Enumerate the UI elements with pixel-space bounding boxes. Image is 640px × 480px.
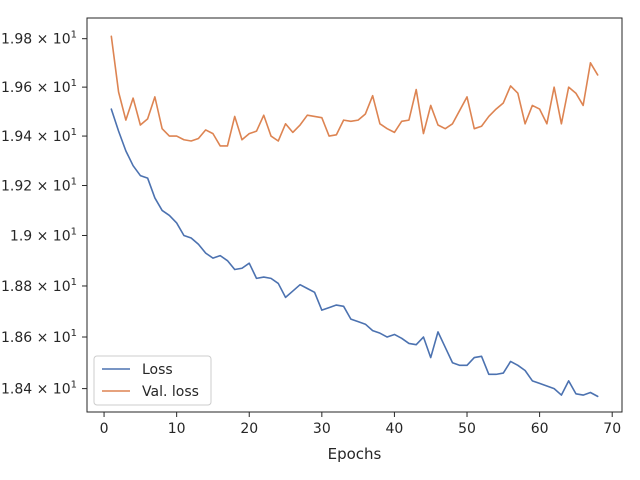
series-line-val-loss xyxy=(110,35,599,147)
y-tick-label: 1.84 × 101 xyxy=(1,380,77,398)
legend: Loss Val. loss xyxy=(93,355,212,406)
y-tick-label: 1.92 × 101 xyxy=(1,177,77,195)
x-tick-label: 30 xyxy=(313,421,331,437)
y-tick-label: 1.86 × 101 xyxy=(1,328,77,346)
y-tick-label: 1.88 × 101 xyxy=(1,277,77,295)
y-axis: 1.84 × 101 1.86 × 101 1.88 × 101 1.9 × 101 1… xyxy=(1,30,87,398)
x-tick-label: 0 xyxy=(100,421,109,437)
x-axis: 0 10 20 30 40 50 60 70 xyxy=(100,412,621,437)
x-axis-label: Epochs xyxy=(328,445,382,463)
x-tick-label: 50 xyxy=(458,421,476,437)
x-tick-label: 20 xyxy=(240,421,258,437)
y-tick-label: 1.98 × 101 xyxy=(1,30,77,48)
x-tick-label: 70 xyxy=(603,421,621,437)
plot-area xyxy=(86,17,623,413)
legend-entry-label: Val. loss xyxy=(142,384,199,400)
y-tick-label: 1.96 × 101 xyxy=(1,78,77,96)
series-line-loss xyxy=(110,108,599,398)
legend-entry-label: Loss xyxy=(142,362,173,378)
x-tick-label: 10 xyxy=(168,421,186,437)
x-tick-label: 40 xyxy=(386,421,404,437)
y-tick-label: 1.9 × 101 xyxy=(10,226,77,244)
series-layer xyxy=(110,35,599,398)
y-tick-label: 1.94 × 101 xyxy=(1,127,77,145)
plot-border xyxy=(86,17,623,413)
x-tick-label: 60 xyxy=(531,421,549,437)
